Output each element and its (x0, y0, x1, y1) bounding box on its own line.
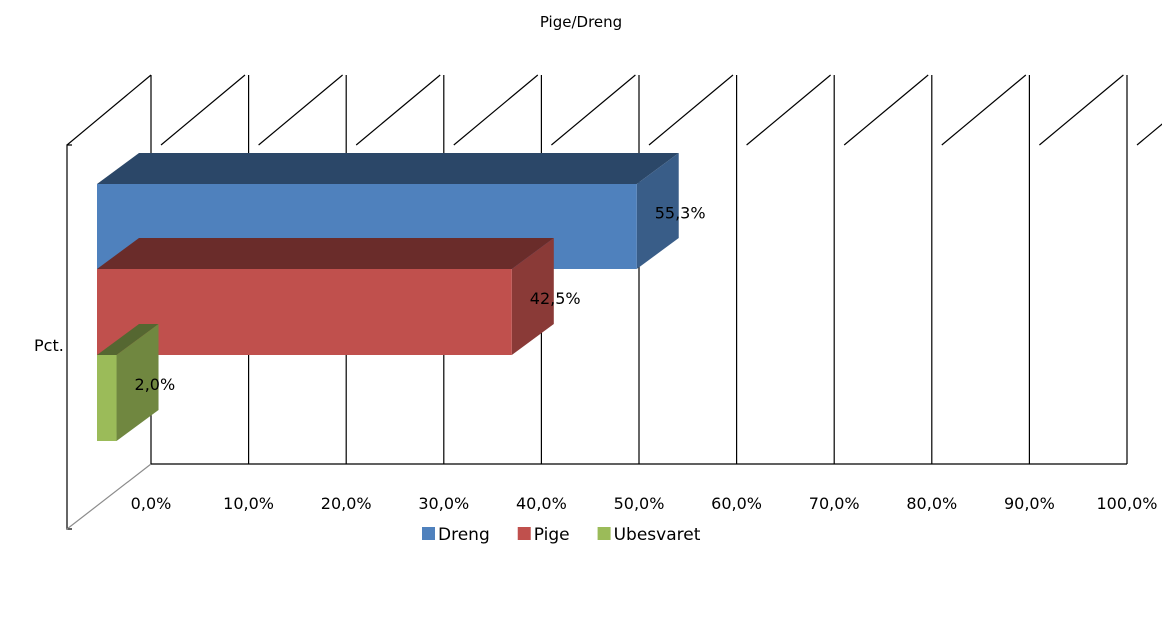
bar-front-face (97, 355, 117, 441)
gridline-diagonal (453, 74, 539, 146)
gridline-diagonal (355, 74, 441, 146)
gridline-diagonal (648, 74, 734, 146)
x-tick-label: 100,0% (1096, 494, 1157, 513)
gridline-diagonal (258, 74, 343, 146)
bar-top-face (97, 153, 679, 184)
x-tick-label: 10,0% (223, 494, 274, 513)
legend-swatch (597, 527, 611, 540)
legend-swatch (422, 527, 435, 540)
bar-pige: 42,5% (97, 238, 581, 355)
gridline-diagonal (843, 74, 929, 146)
x-tick-label: 70,0% (809, 494, 860, 513)
gridline-diagonal (160, 74, 246, 146)
legend-item-dreng: Dreng (422, 525, 490, 545)
gridline-diagonal (551, 74, 636, 146)
bar-front-face (97, 269, 512, 355)
legend-label: Ubesvaret (614, 525, 701, 545)
bar-side-face (511, 238, 554, 355)
floor-edge (66, 463, 152, 530)
chart-bars: 55,3% 42,5% 2,0% (97, 153, 706, 441)
chart-legend: Dreng Pige Ubesvaret (422, 525, 701, 545)
gridline-diagonal (1136, 123, 1162, 146)
bar-top-face (97, 238, 554, 269)
x-tick-label: 40,0% (516, 494, 567, 513)
legend-swatch (517, 527, 531, 540)
left-wall (66, 144, 72, 530)
x-tick-label: 60,0% (711, 494, 762, 513)
gridline-diagonal (1039, 74, 1124, 146)
x-tick-label: 50,0% (614, 494, 665, 513)
x-tick-label: 20,0% (321, 494, 372, 513)
data-label: 55,3% (655, 204, 706, 223)
chart-title: Pige/Dreng (540, 13, 622, 31)
legend-item-pige: Pige (517, 525, 570, 545)
bar-top-face (97, 324, 159, 355)
data-label: 2,0% (135, 375, 176, 394)
legend-item-ubesvaret: Ubesvaret (597, 525, 701, 545)
legend-label: Pige (534, 525, 570, 545)
bar-ubesvaret: 2,0% (97, 324, 175, 441)
gridline-diagonal (746, 74, 831, 146)
y-axis-title: Pct. (34, 336, 64, 355)
bar-side-face (116, 324, 159, 441)
gridline-diagonal (941, 74, 1027, 146)
legend-label: Dreng (438, 525, 490, 545)
wall-top-edge (66, 74, 152, 146)
bar-side-face (636, 153, 679, 269)
x-tick-label: 80,0% (906, 494, 957, 513)
x-tick-label: 90,0% (1004, 494, 1055, 513)
x-tick-label: 30,0% (418, 494, 469, 513)
x-axis-ticks: 0,0% 10,0% 20,0% 30,0% 40,0% 50,0% 60,0% 70,0% 8… (131, 494, 1158, 513)
data-label: 42,5% (530, 289, 581, 308)
x-tick-label: 0,0% (131, 494, 172, 513)
